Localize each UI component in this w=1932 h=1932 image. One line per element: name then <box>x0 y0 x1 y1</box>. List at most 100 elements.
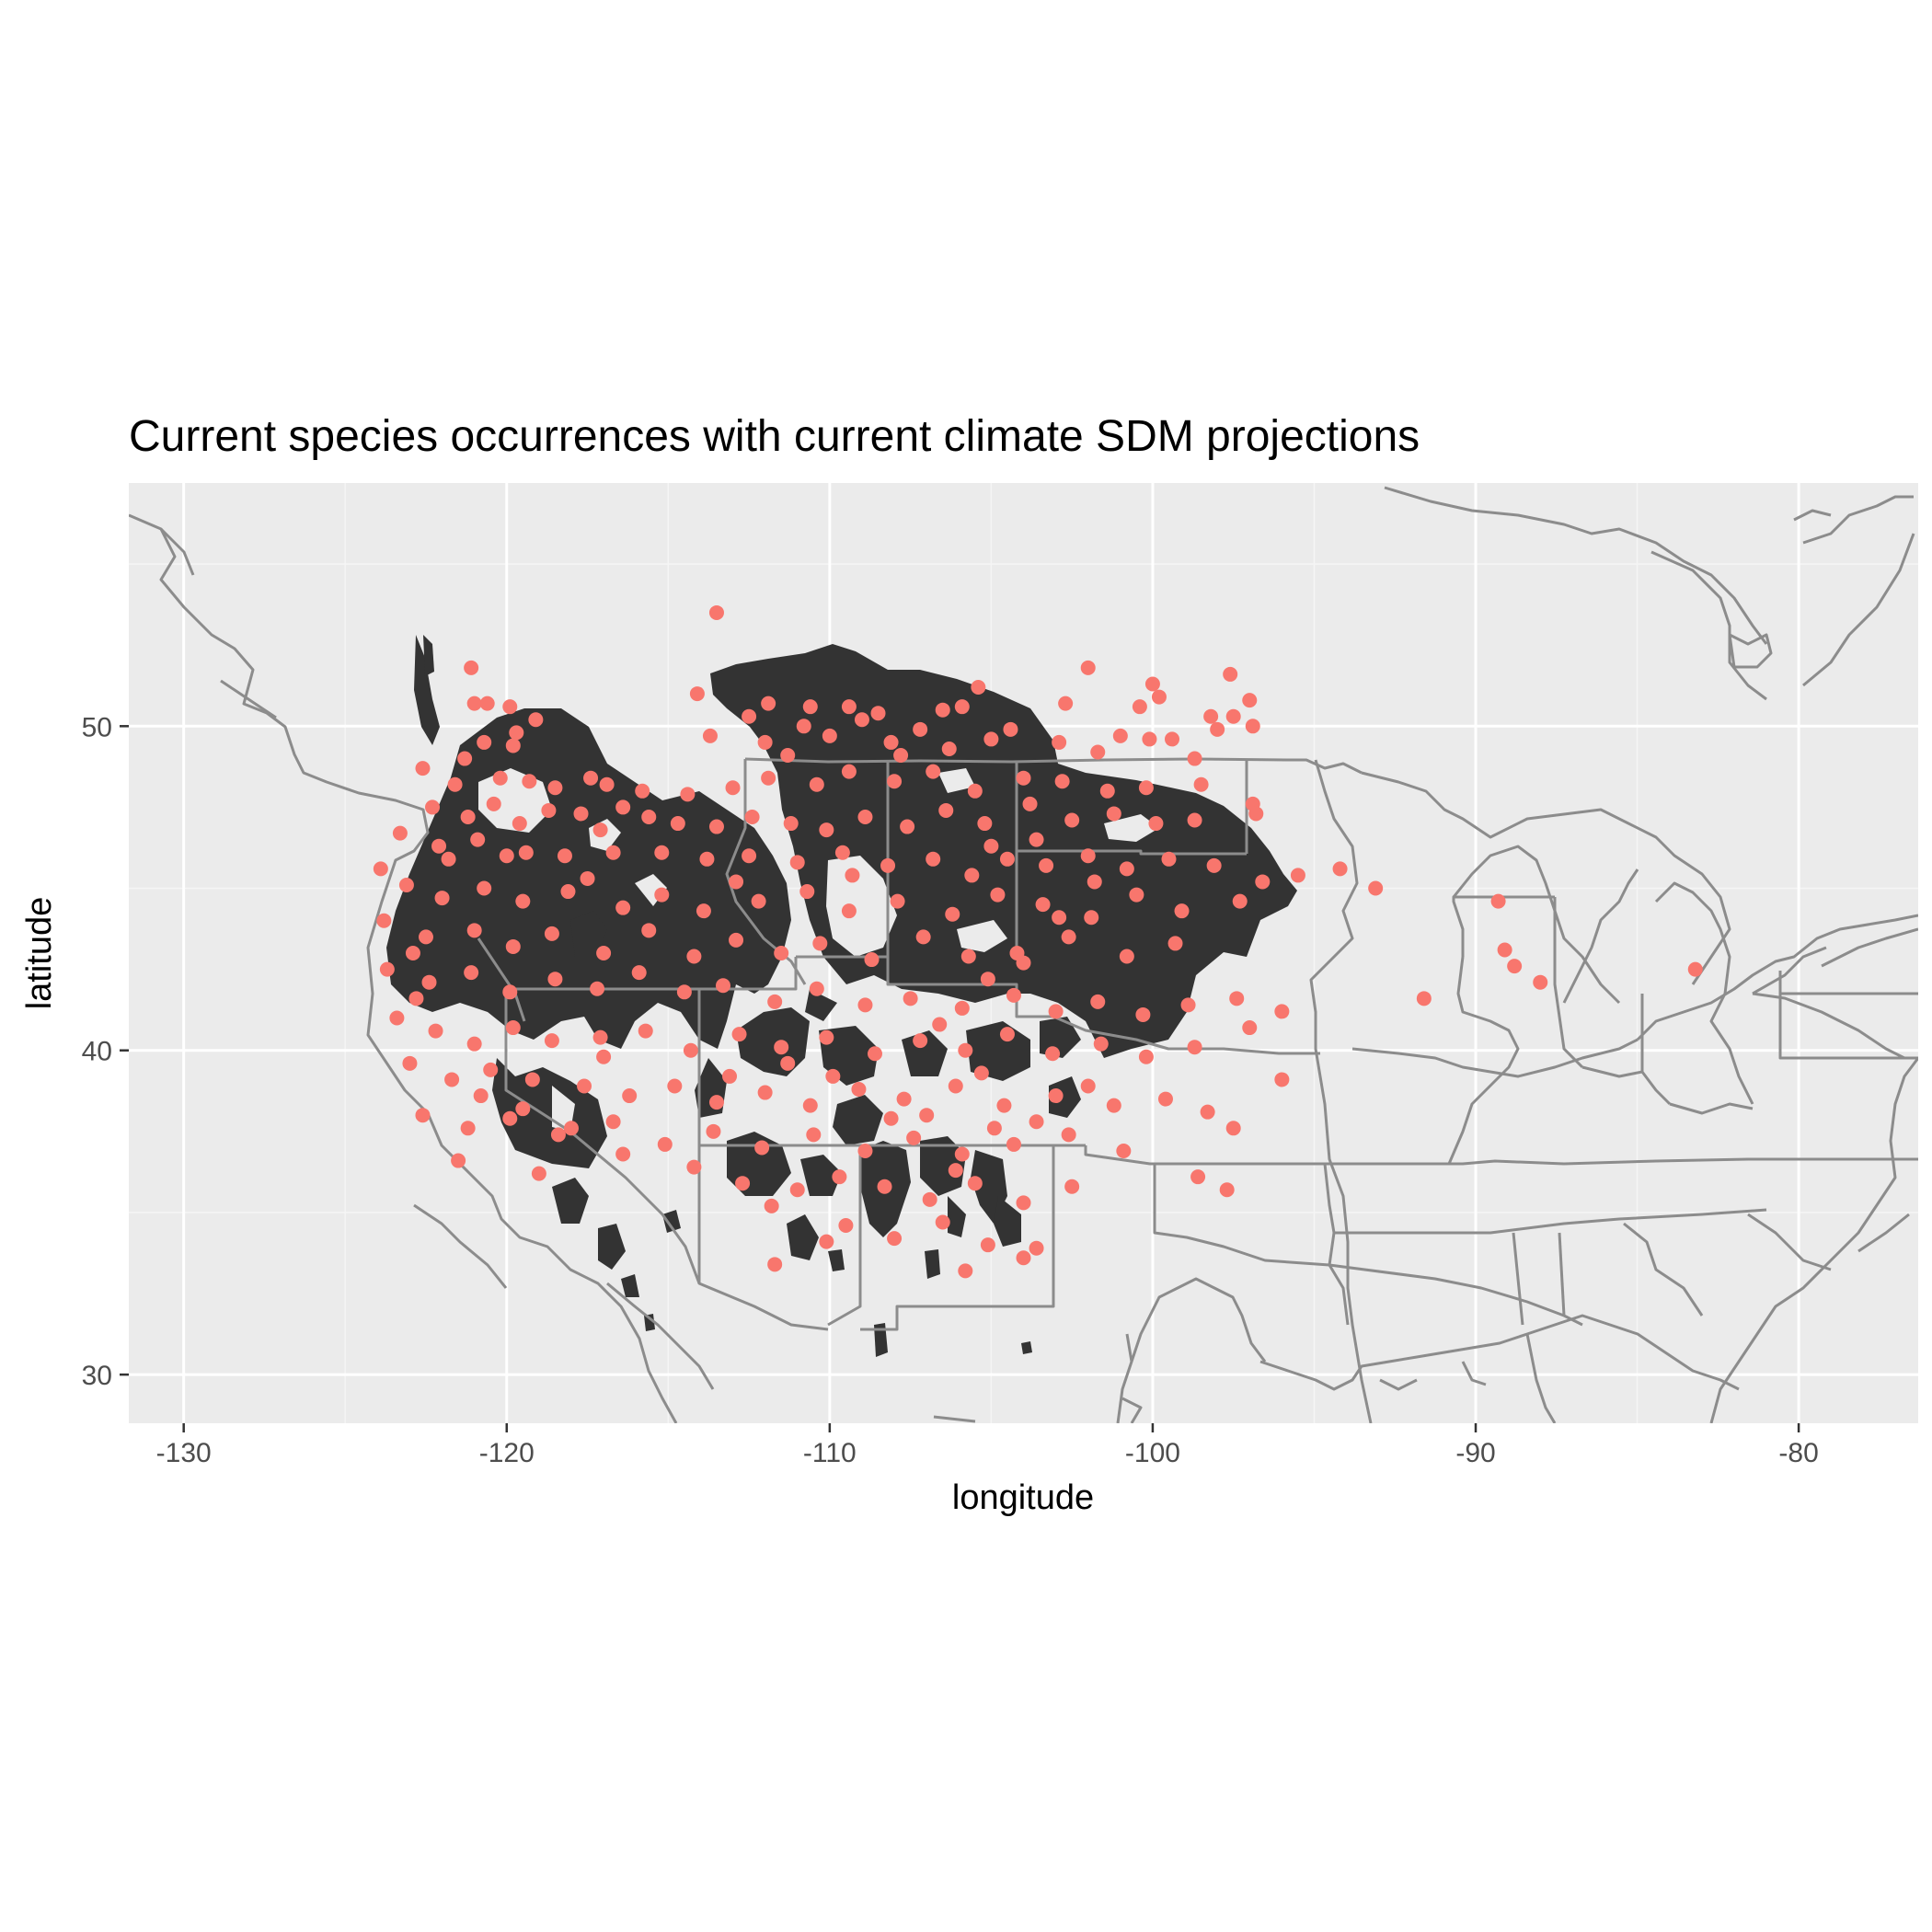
occurrence-point <box>935 702 950 718</box>
occurrence-point <box>1116 1143 1132 1158</box>
occurrence-point <box>1119 949 1134 964</box>
occurrence-point <box>1061 929 1076 945</box>
occurrence-point <box>1219 1182 1235 1198</box>
occurrence-point <box>615 1146 631 1162</box>
occurrence-point <box>1242 693 1258 708</box>
occurrence-point <box>1332 861 1348 877</box>
y-tick-label: 40 <box>82 1037 112 1067</box>
x-axis: -130 -120 -110 -100 -90 -80 <box>156 1423 1819 1468</box>
occurrence-point <box>605 845 621 860</box>
occurrence-point <box>464 660 479 675</box>
occurrence-point <box>1052 910 1067 926</box>
occurrence-point <box>1132 699 1147 715</box>
occurrence-point <box>906 1130 922 1145</box>
occurrence-point <box>958 1263 973 1279</box>
occurrence-point <box>919 1108 935 1123</box>
occurrence-point <box>1064 812 1080 828</box>
occurrence-point <box>1022 796 1038 811</box>
occurrence-point <box>1687 961 1703 977</box>
occurrence-point <box>563 1121 579 1136</box>
occurrence-point <box>544 926 559 941</box>
occurrence-point <box>544 1033 559 1049</box>
occurrence-point <box>479 696 495 711</box>
occurrence-point <box>1003 721 1018 737</box>
occurrence-point <box>1225 708 1241 724</box>
occurrence-point <box>825 1068 841 1084</box>
occurrence-point <box>547 972 563 987</box>
occurrence-point <box>922 1191 937 1207</box>
occurrence-point <box>883 1110 899 1126</box>
occurrence-point <box>1161 851 1177 867</box>
occurrence-point <box>696 903 711 919</box>
occurrence-point <box>751 893 766 909</box>
chart-title: Current species occurrences with current… <box>129 412 1420 461</box>
occurrence-point <box>583 770 599 786</box>
occurrence-point <box>806 1127 822 1143</box>
occurrence-point <box>774 1040 789 1055</box>
x-tick-label: -130 <box>156 1438 212 1468</box>
occurrence-point <box>1129 887 1144 903</box>
occurrence-point <box>1064 1179 1080 1194</box>
occurrence-point <box>676 984 692 1000</box>
occurrence-point <box>967 1176 983 1191</box>
occurrence-point <box>657 1136 673 1152</box>
occurrence-point <box>1087 874 1102 890</box>
occurrence-point <box>1167 936 1183 951</box>
occurrence-point <box>1016 1195 1031 1211</box>
occurrence-point <box>954 699 970 715</box>
occurrence-point <box>971 680 986 696</box>
occurrence-point <box>402 1055 418 1071</box>
occurrence-point <box>592 822 608 838</box>
occurrence-point <box>1157 1091 1173 1107</box>
occurrence-point <box>667 1078 683 1094</box>
occurrence-point <box>466 923 482 938</box>
occurrence-point <box>890 893 905 909</box>
occurrence-point <box>742 708 757 724</box>
occurrence-point <box>509 725 524 741</box>
occurrence-point <box>877 1179 892 1194</box>
occurrence-point <box>708 819 724 834</box>
boundary-lines <box>129 486 1918 1423</box>
occurrence-point <box>689 686 705 702</box>
occurrence-point <box>938 802 954 818</box>
occurrence-point <box>1080 1078 1096 1094</box>
occurrence-point <box>1210 721 1225 737</box>
occurrence-point <box>948 1078 963 1094</box>
occurrence-point <box>1054 774 1070 789</box>
occurrence-point <box>392 825 408 841</box>
occurrence-point <box>948 1163 963 1179</box>
occurrence-point <box>999 1027 1015 1042</box>
occurrence-point <box>900 819 915 834</box>
y-axis: 30 40 50 <box>82 712 129 1391</box>
occurrence-point <box>780 1055 796 1071</box>
occurrence-point <box>986 1121 1002 1136</box>
x-tick-label: -120 <box>479 1438 535 1468</box>
occurrence-point <box>731 1027 747 1042</box>
occurrence-point <box>1106 806 1121 822</box>
occurrence-point <box>789 1182 805 1198</box>
occurrence-point <box>990 887 1006 903</box>
occurrence-point <box>935 1214 950 1230</box>
x-tick-label: -90 <box>1455 1438 1495 1468</box>
occurrence-point <box>789 855 805 870</box>
occurrence-point <box>883 734 899 750</box>
occurrence-point <box>851 1082 867 1098</box>
occurrence-point <box>641 923 657 938</box>
occurrence-point <box>590 981 605 996</box>
occurrence-point <box>715 978 730 994</box>
occurrence-point <box>512 816 527 832</box>
occurrence-point <box>706 1123 721 1139</box>
occurrence-point <box>1016 770 1031 786</box>
occurrence-point <box>473 1088 489 1104</box>
occurrence-point <box>729 932 744 948</box>
occurrence-point <box>1029 1240 1044 1256</box>
occurrence-point <box>683 1042 698 1058</box>
occurrence-point <box>376 913 392 928</box>
occurrence-point <box>913 1033 928 1049</box>
occurrence-point <box>725 780 741 796</box>
occurrence-point <box>1106 1098 1121 1113</box>
occurrence-point <box>638 1023 653 1039</box>
occurrence-point <box>983 838 999 854</box>
occurrence-point <box>466 1036 482 1052</box>
occurrence-point <box>1229 991 1245 1006</box>
